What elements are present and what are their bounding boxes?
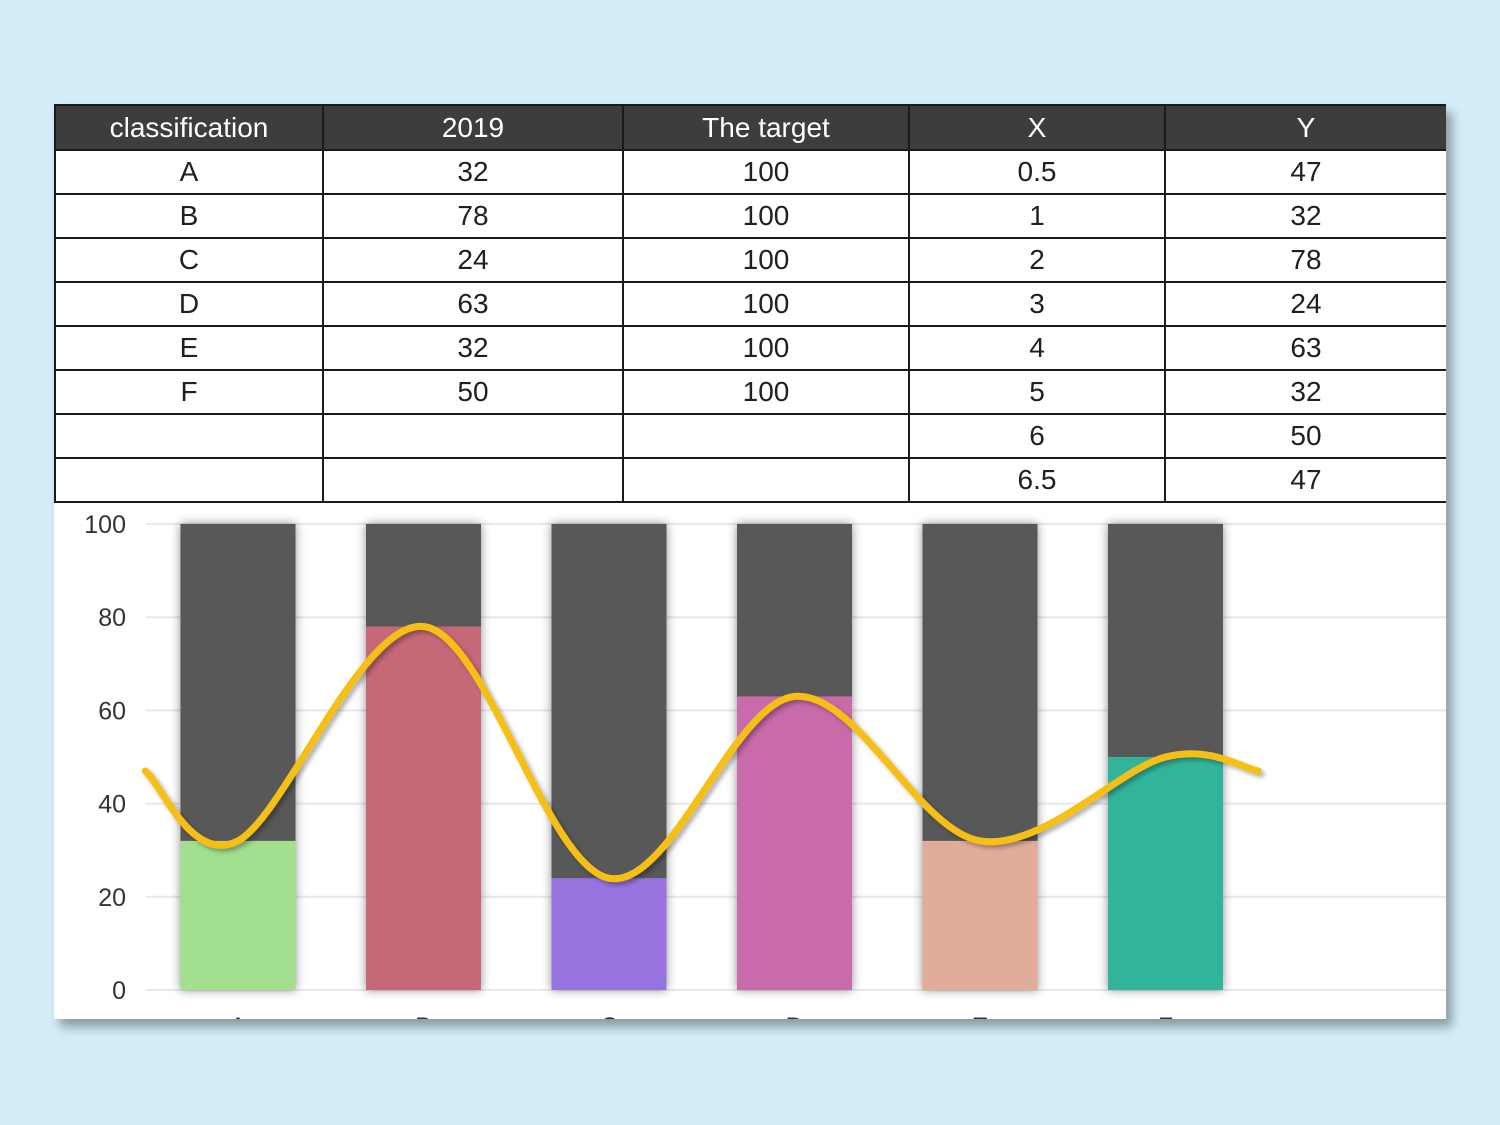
table-cell[interactable]: 2 — [908, 237, 1166, 283]
bar-group — [551, 524, 667, 990]
table-cell[interactable]: 63 — [322, 281, 624, 327]
header-y[interactable]: Y — [1164, 104, 1446, 151]
table-cell[interactable]: 3 — [908, 281, 1166, 327]
table-cell[interactable]: 50 — [322, 369, 624, 415]
bar-group — [1108, 524, 1223, 990]
bar-group — [366, 524, 481, 990]
table-row: C 24 100 2 78 — [54, 237, 1446, 283]
bar-group — [737, 524, 852, 990]
table-cell[interactable] — [322, 457, 624, 503]
y-tick-label: 100 — [84, 511, 126, 539]
table-cell[interactable]: 100 — [622, 281, 910, 327]
value-bar[interactable] — [366, 626, 481, 990]
table-cell[interactable]: 100 — [622, 237, 910, 283]
table-cell[interactable]: 4 — [908, 325, 1166, 371]
table-cell[interactable]: 78 — [322, 193, 624, 239]
table-cell[interactable]: 32 — [1164, 369, 1446, 415]
header-classification[interactable]: classification — [54, 104, 324, 151]
table-cell[interactable]: 63 — [1164, 325, 1446, 371]
table-cell[interactable]: 78 — [1164, 237, 1446, 283]
table-cell[interactable]: 6 — [908, 413, 1166, 459]
y-tick-label: 60 — [98, 697, 126, 725]
table-cell[interactable] — [54, 457, 324, 503]
x-tick-label: A — [230, 1013, 247, 1019]
table-cell[interactable]: D — [54, 281, 324, 327]
table-row: 6.5 47 — [54, 457, 1446, 503]
table-cell[interactable]: 50 — [1164, 413, 1446, 459]
table-cell[interactable]: 32 — [322, 149, 624, 195]
value-bar[interactable] — [180, 840, 296, 990]
table-cell[interactable]: 32 — [322, 325, 624, 371]
table-cell[interactable]: 100 — [622, 193, 910, 239]
bar-group — [180, 524, 296, 990]
table-cell[interactable] — [622, 457, 910, 503]
table-row: A 32 100 0.5 47 — [54, 149, 1446, 195]
table-cell[interactable] — [54, 413, 324, 459]
table-cell[interactable]: 5 — [908, 369, 1166, 415]
table-header-row: classification 2019 The target X Y — [54, 104, 1446, 151]
y-axis: 0 20 40 60 80 100 — [84, 511, 126, 1005]
table-cell[interactable] — [322, 413, 624, 459]
x-tick-label: F — [1158, 1013, 1173, 1019]
table-cell[interactable]: E — [54, 325, 324, 371]
table-cell[interactable]: 24 — [322, 237, 624, 283]
table-cell[interactable]: A — [54, 149, 324, 195]
bars — [180, 524, 1223, 990]
table-row: D 63 100 3 24 — [54, 281, 1446, 327]
y-tick-label: 80 — [98, 604, 126, 632]
table-cell[interactable]: F — [54, 369, 324, 415]
header-2019[interactable]: 2019 — [322, 104, 624, 151]
table-row: B 78 100 1 32 — [54, 193, 1446, 239]
x-tick-label: C — [600, 1013, 618, 1019]
spreadsheet-panel: classification 2019 The target X Y A 32 … — [54, 104, 1446, 1019]
table-cell[interactable]: 100 — [622, 149, 910, 195]
table-cell[interactable]: 0.5 — [908, 149, 1166, 195]
header-target[interactable]: The target — [622, 104, 910, 151]
x-tick-label: D — [785, 1013, 803, 1019]
x-tick-label: E — [972, 1013, 989, 1019]
value-bar[interactable] — [737, 696, 852, 990]
x-tick-label: B — [415, 1013, 432, 1019]
y-tick-label: 0 — [112, 977, 126, 1005]
table-row: F 50 100 5 32 — [54, 369, 1446, 415]
table-cell[interactable]: B — [54, 193, 324, 239]
y-tick-label: 20 — [98, 884, 126, 912]
combo-chart: 0 20 40 60 80 100 A B C D E F — [84, 511, 1446, 1019]
table-cell[interactable]: 1 — [908, 193, 1166, 239]
value-bar[interactable] — [922, 840, 1038, 990]
y-tick-label: 40 — [98, 791, 126, 819]
trend-line-layer — [141, 623, 1262, 882]
x-axis: A B C D E F — [230, 1013, 1173, 1019]
value-bar[interactable] — [551, 878, 667, 990]
table-cell[interactable]: 6.5 — [908, 457, 1166, 503]
table-row: 6 50 — [54, 413, 1446, 459]
data-table: classification 2019 The target X Y A 32 … — [54, 104, 1446, 503]
table-cell[interactable]: 100 — [622, 369, 910, 415]
table-cell[interactable]: 24 — [1164, 281, 1446, 327]
trend-line[interactable] — [141, 623, 1262, 882]
table-row: E 32 100 4 63 — [54, 325, 1446, 371]
value-bar[interactable] — [1108, 757, 1223, 990]
table-cell[interactable]: C — [54, 237, 324, 283]
table-cell[interactable]: 100 — [622, 325, 910, 371]
table-cell[interactable]: 47 — [1164, 457, 1446, 503]
header-x[interactable]: X — [908, 104, 1166, 151]
table-cell[interactable]: 32 — [1164, 193, 1446, 239]
table-cell[interactable] — [622, 413, 910, 459]
bar-group — [922, 524, 1038, 990]
table-cell[interactable]: 47 — [1164, 149, 1446, 195]
